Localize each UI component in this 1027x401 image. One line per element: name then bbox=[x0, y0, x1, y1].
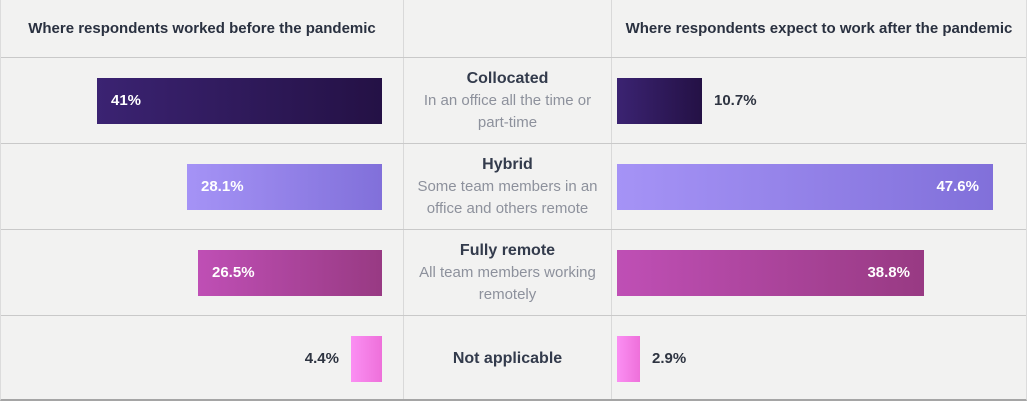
category-label: Collocated bbox=[466, 69, 549, 87]
header-spacer bbox=[403, 0, 612, 57]
bar-value-label: 41% bbox=[111, 92, 142, 109]
before-bar-cell: 41% bbox=[1, 58, 403, 143]
bar-value-label: 10.7% bbox=[714, 92, 757, 109]
bar-value-label: 4.4% bbox=[304, 350, 339, 367]
after-bar-cell: 47.6% bbox=[612, 144, 1026, 229]
chart-row-not-applicable: 4.4% Not applicable 2.9% bbox=[1, 315, 1026, 399]
category-label: Fully remote bbox=[459, 241, 556, 259]
bar-after-fully-remote: 38.8% bbox=[617, 249, 924, 296]
bar-value-label: 2.9% bbox=[652, 350, 687, 367]
bar-value-label: 47.6% bbox=[936, 178, 979, 195]
after-bar-cell: 10.7% bbox=[612, 58, 1026, 143]
category-fully-remote: Fully remote All team members working re… bbox=[403, 230, 612, 315]
category-not-applicable: Not applicable bbox=[403, 316, 612, 399]
bar-before-not-applicable bbox=[351, 335, 382, 382]
category-hybrid: Hybrid Some team members in an office an… bbox=[403, 144, 612, 229]
bar-before-collocated: 41% bbox=[97, 77, 382, 124]
bar-after-hybrid: 47.6% bbox=[617, 163, 993, 210]
category-description: In an office all the time or part-time bbox=[423, 91, 592, 131]
bar-value-label: 28.1% bbox=[201, 178, 244, 195]
bar-before-hybrid: 28.1% bbox=[187, 163, 382, 210]
category-description: Some team members in an office and other… bbox=[417, 177, 598, 217]
before-bar-cell: 28.1% bbox=[1, 144, 403, 229]
bar-value-label: 38.8% bbox=[867, 264, 910, 281]
after-bar-cell: 2.9% bbox=[612, 316, 1026, 399]
before-bar-cell: 26.5% bbox=[1, 230, 403, 315]
bar-value-label: 26.5% bbox=[212, 264, 255, 281]
category-collocated: Collocated In an office all the time or … bbox=[403, 58, 612, 143]
chart-row-collocated: 41% Collocated In an office all the time… bbox=[1, 57, 1026, 143]
chart-row-fully-remote: 26.5% Fully remote All team members work… bbox=[1, 229, 1026, 315]
left-chart-title: Where respondents worked before the pand… bbox=[28, 20, 376, 37]
category-label: Hybrid bbox=[482, 155, 533, 173]
bar-before-fully-remote: 26.5% bbox=[198, 249, 382, 296]
category-label: Not applicable bbox=[452, 349, 563, 367]
before-bar-cell: 4.4% bbox=[1, 316, 403, 399]
chart-row-hybrid: 28.1% Hybrid Some team members in an off… bbox=[1, 143, 1026, 229]
right-chart-title: Where respondents expect to work after t… bbox=[625, 20, 1013, 37]
chart-header-row: Where respondents worked before the pand… bbox=[1, 0, 1026, 57]
after-bar-cell: 38.8% bbox=[612, 230, 1026, 315]
bar-after-collocated bbox=[617, 77, 702, 124]
bar-after-not-applicable bbox=[617, 335, 640, 382]
category-description: All team members working remotely bbox=[419, 263, 596, 303]
